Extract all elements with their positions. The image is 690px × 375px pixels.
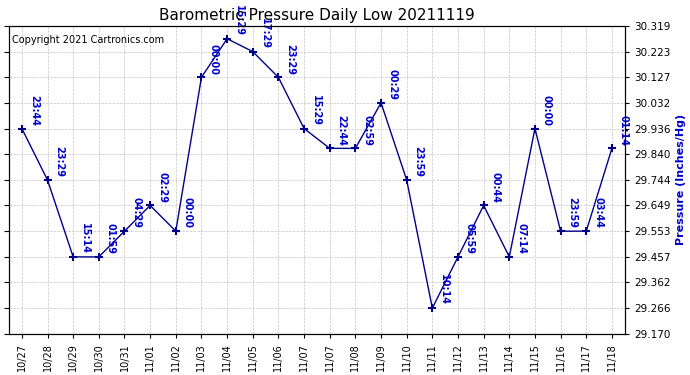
Text: 23:29: 23:29	[55, 146, 64, 177]
Title: Barometric Pressure Daily Low 20211119: Barometric Pressure Daily Low 20211119	[159, 8, 475, 23]
Text: 15:29: 15:29	[311, 95, 321, 126]
Text: 03:44: 03:44	[593, 197, 603, 228]
Text: 17:29: 17:29	[259, 18, 270, 49]
Text: 01:59: 01:59	[106, 223, 116, 254]
Text: 23:29: 23:29	[286, 44, 295, 75]
Text: 05:59: 05:59	[465, 223, 475, 254]
Text: 00:44: 00:44	[491, 172, 500, 202]
Text: 00:00: 00:00	[208, 44, 219, 75]
Text: 07:14: 07:14	[516, 223, 526, 254]
Text: 10:14: 10:14	[440, 274, 449, 305]
Text: 23:59: 23:59	[413, 146, 424, 177]
Text: 22:44: 22:44	[337, 115, 346, 146]
Text: 02:29: 02:29	[157, 172, 167, 202]
Text: 00:00: 00:00	[183, 197, 193, 228]
Text: 23:44: 23:44	[29, 95, 39, 126]
Text: 02:59: 02:59	[362, 115, 373, 146]
Text: Copyright 2021 Cartronics.com: Copyright 2021 Cartronics.com	[12, 35, 164, 45]
Text: 15:14: 15:14	[80, 223, 90, 254]
Text: 04:29: 04:29	[131, 197, 141, 228]
Y-axis label: Pressure (Inches/Hg): Pressure (Inches/Hg)	[676, 114, 686, 245]
Text: 15:29: 15:29	[234, 5, 244, 36]
Text: 00:29: 00:29	[388, 69, 398, 100]
Text: 23:59: 23:59	[568, 197, 578, 228]
Text: 00:00: 00:00	[542, 95, 552, 126]
Text: 01:14: 01:14	[619, 115, 629, 146]
